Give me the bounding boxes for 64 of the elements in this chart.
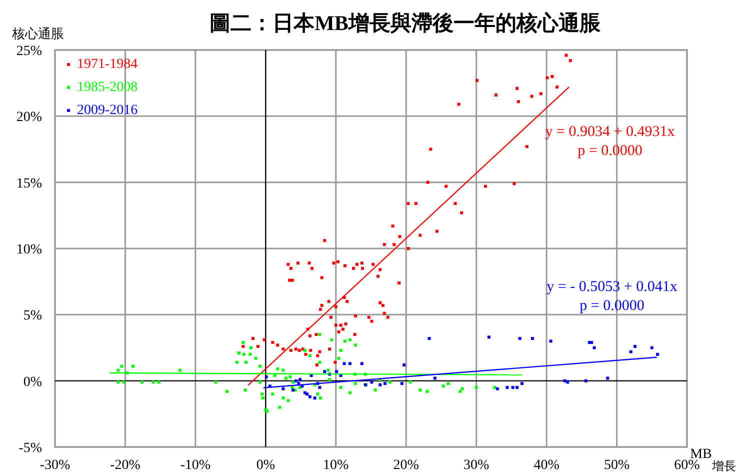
point [634,344,637,348]
annotation: y = 0.9034 + 0.4931x [545,124,676,140]
point [656,352,660,356]
point [378,383,382,386]
point [348,362,352,366]
point [306,392,309,396]
y-axis-title: 核心通脹 [11,26,64,41]
point [590,340,593,344]
point [402,363,406,366]
point [294,379,298,382]
annotation: y = - 0.5053 + 0.041x [546,279,678,295]
point [566,380,570,384]
x-tick-label: 60% [674,458,700,473]
point [531,336,534,340]
point [370,380,374,384]
y-tick-label: 10% [16,242,42,258]
point [323,370,326,374]
y-tick-label: 25% [16,44,42,59]
legend-label: 1985-2008 [77,80,138,95]
point [650,346,654,350]
annotation: p = 0.0000 [580,298,644,314]
x-tick-label: -30% [40,458,70,473]
point [264,375,268,378]
point [384,382,387,385]
x-tick-label: 40% [534,458,560,473]
point [360,362,364,366]
x-tick-label: 50% [604,458,630,473]
point [629,350,632,354]
point [342,362,346,366]
point [313,396,316,400]
point [584,379,588,382]
point [506,386,509,389]
point [298,378,302,382]
y-tick-label: -5% [18,441,42,456]
x-tick-label: -20% [110,458,141,473]
legend-label: 1971-1984 [77,57,138,72]
point [282,387,285,390]
point [496,387,499,390]
y-tick-label: 20% [16,110,42,126]
legend-label: 2009-2016 [77,103,138,118]
point [606,376,610,380]
x-tick-label: 20% [393,458,420,473]
y-tick-label: 5% [23,308,42,324]
point [318,386,322,389]
x-tick-label: 30% [463,458,490,473]
point [487,336,490,339]
point [516,386,519,389]
point [335,370,338,374]
point [511,386,514,389]
point [549,340,552,343]
chart-title: 圖二：日本MB增長與滯後一年的核心通脹 [210,11,602,35]
point [520,382,524,385]
point [400,382,404,385]
point [428,336,431,340]
x-tick-label: 0% [256,458,276,473]
x-tick-label: -10% [180,458,211,473]
point [518,336,522,340]
point [433,376,436,380]
y-tick-label: 0% [23,374,42,390]
x-tick-label: 10% [323,458,350,473]
annotation: p = 0.0000 [578,143,642,159]
y-tick-label: 15% [16,176,42,192]
point [592,346,596,350]
point [308,395,312,398]
